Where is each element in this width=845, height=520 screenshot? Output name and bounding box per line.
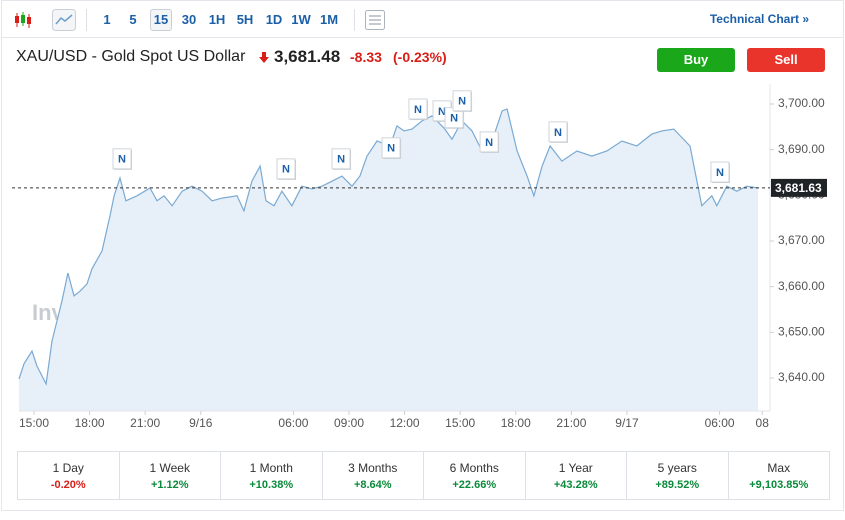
- period-label: 1 Day: [52, 461, 84, 475]
- performance-cell: 1 Month +10.38%: [221, 452, 323, 499]
- buy-button[interactable]: Buy: [657, 48, 735, 72]
- x-tick-label: 21:00: [556, 416, 586, 430]
- price-line: [18, 108, 759, 386]
- interval-button[interactable]: 5H: [236, 12, 254, 27]
- news-marker-label: N: [414, 104, 422, 116]
- news-marker: [381, 137, 401, 159]
- performance-cell: 3 Months +8.64%: [323, 452, 424, 499]
- interval-button[interactable]: 1M: [319, 12, 339, 27]
- period-label: 1 Week: [149, 461, 190, 475]
- performance-cell: 1 Day -0.20%: [18, 452, 120, 499]
- y-tick-label: 3,640.00: [778, 370, 825, 384]
- x-tick-label: 18:00: [75, 416, 105, 430]
- interval-button[interactable]: 5: [129, 12, 137, 27]
- news-marker-label: N: [458, 96, 466, 108]
- x-tick-label: 15:00: [445, 416, 475, 430]
- period-change: +9,103.85%: [749, 479, 809, 491]
- news-marker: [452, 90, 472, 112]
- period-change: +22.66%: [452, 479, 497, 491]
- x-tick-label: 21:00: [130, 416, 160, 430]
- sell-button[interactable]: Sell: [747, 48, 825, 72]
- change: -8.33: [350, 49, 382, 65]
- news-marker-label: N: [450, 113, 458, 125]
- performance-cell: 6 Months +22.66%: [424, 452, 526, 499]
- separator: [354, 9, 355, 31]
- period-label: 5 years: [657, 461, 697, 475]
- period-label: 1 Month: [249, 461, 293, 475]
- candle-icon[interactable]: [12, 10, 34, 30]
- period-label: Max: [767, 461, 791, 475]
- x-tick-label: 15:00: [19, 416, 49, 430]
- interval-button[interactable]: 1D: [265, 12, 283, 27]
- news-marker-label: N: [118, 154, 126, 166]
- toolbar: 1 5 15 30 1H 5H 1D 1W 1M Technical Chart »: [2, 1, 843, 38]
- news-marker-label: N: [716, 167, 724, 179]
- period-change: +8.64%: [353, 479, 392, 491]
- area-icon[interactable]: [52, 9, 76, 31]
- current-price-label: 3,681.63: [775, 181, 822, 195]
- news-marker: [548, 121, 568, 143]
- news-marker: [331, 148, 351, 170]
- change-percent: (-0.23%): [393, 49, 447, 65]
- y-tick-label: 3,660.00: [778, 279, 825, 293]
- news-marker-label: N: [282, 164, 290, 176]
- period-change: +89.52%: [655, 479, 700, 491]
- x-tick-label: 09:00: [334, 416, 364, 430]
- interval-button[interactable]: 1W: [291, 12, 311, 27]
- y-tick-label: 3,700.00: [778, 96, 825, 110]
- down-arrow: [259, 52, 269, 63]
- news-marker: [408, 98, 428, 120]
- quote-header: XAU/USD - Gold Spot US Dollar 3,681.48 -…: [2, 38, 843, 78]
- y-tick-label: 3,670.00: [778, 233, 825, 247]
- period-label: 6 Months: [449, 461, 499, 475]
- news-marker-label: N: [337, 154, 345, 166]
- x-tick-label: 9/17: [615, 416, 639, 430]
- news-marker-label: N: [554, 127, 562, 139]
- x-tick-label: 9/16: [189, 416, 213, 430]
- price: 3,681.48: [274, 47, 341, 66]
- performance-table: 1 Day -0.20% 1 Week +1.12% 1 Month +10.38% 3 M…: [17, 451, 830, 500]
- news-marker: [710, 161, 730, 183]
- interval-button[interactable]: 1: [103, 12, 111, 27]
- x-tick-label: 06:00: [278, 416, 308, 430]
- news-marker: [112, 148, 132, 170]
- news-marker: [479, 131, 499, 153]
- interval-button[interactable]: 15: [150, 9, 172, 31]
- interval-button[interactable]: 30: [181, 12, 197, 27]
- chart: Investing.com3,640.003,650.003,660.003,6…: [12, 84, 827, 430]
- period-label: 3 Months: [348, 461, 398, 475]
- news-marker: [276, 158, 296, 180]
- period-label: 1 Year: [558, 461, 593, 475]
- period-change: +10.38%: [249, 479, 294, 491]
- performance-cell: Max +9,103.85%: [729, 452, 830, 499]
- x-tick-label: 12:00: [390, 416, 420, 430]
- y-tick-label: 3,690.00: [778, 142, 825, 156]
- performance-cell: 5 years +89.52%: [627, 452, 729, 499]
- news-marker-label: N: [438, 106, 446, 118]
- period-change: +1.12%: [150, 479, 189, 491]
- performance-cell: 1 Year +43.28%: [526, 452, 627, 499]
- table-icon[interactable]: [365, 10, 385, 30]
- period-change: -0.20%: [50, 479, 86, 491]
- x-tick-label: 18:00: [501, 416, 531, 430]
- period-change: +43.28%: [553, 479, 598, 491]
- separator: [86, 9, 87, 31]
- news-marker-label: N: [485, 137, 493, 149]
- performance-cell: 1 Week +1.12%: [120, 452, 221, 499]
- symbol: XAU/USD - Gold Spot US Dollar: [16, 48, 246, 65]
- y-tick-label: 3,650.00: [778, 324, 825, 338]
- news-marker-label: N: [387, 143, 395, 155]
- x-tick-label: 06:00: [705, 416, 735, 430]
- area: [19, 109, 758, 411]
- x-tick-label: 08: [756, 416, 770, 430]
- interval-button[interactable]: 1H: [208, 12, 226, 27]
- current-price-box: [771, 178, 827, 197]
- technical-chart-link[interactable]: Technical Chart »: [709, 12, 809, 26]
